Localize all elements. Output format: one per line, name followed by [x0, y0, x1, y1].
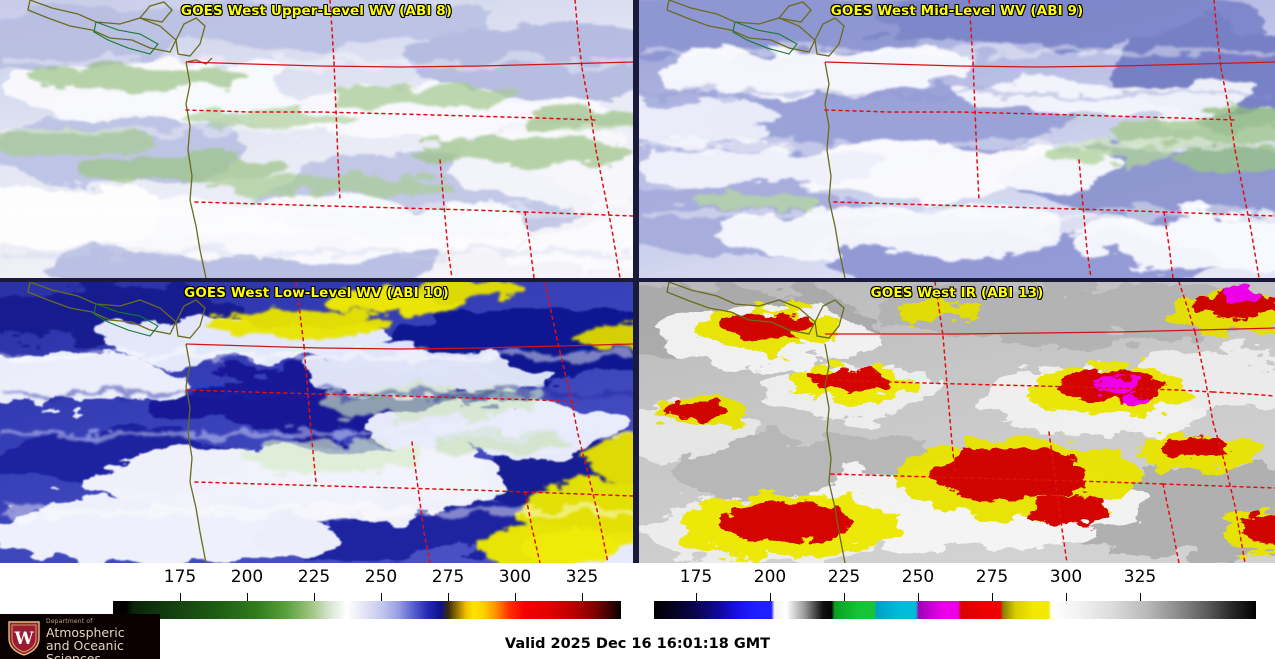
colorbar-zone: 175 200 225 250 275 300 325 175 200 225 …	[0, 563, 1275, 659]
uw-aos-logo[interactable]: W Department of Atmospheric and Oceanic …	[0, 614, 160, 659]
logo-text-block: Department of Atmospheric and Oceanic Sc…	[46, 618, 160, 659]
cb-ir-tick-325: 325	[1123, 567, 1157, 587]
cb-wv-tick-275: 275	[431, 567, 465, 587]
colorbar-wv-tick-labels: 175 200 225 250 275 300 325	[0, 567, 639, 593]
colorbar-wv-ticks	[0, 593, 639, 601]
cb-ir-tick-175: 175	[679, 567, 713, 587]
logo-line-department: Department of	[46, 618, 93, 625]
uw-crest-icon: W	[8, 621, 40, 656]
satellite-image-ir	[639, 282, 1275, 563]
cb-wv-tick-225: 225	[297, 567, 331, 587]
cb-wv-tick-250: 250	[364, 567, 398, 587]
colorbar-ir[interactable]: 175 200 225 250 275 300 325	[639, 563, 1275, 633]
cb-ir-tick-300: 300	[1049, 567, 1083, 587]
colorbar-ir-gradient	[654, 601, 1256, 619]
cb-wv-tick-175: 175	[163, 567, 197, 587]
cb-ir-tick-250: 250	[901, 567, 935, 587]
valid-time-caption: Valid 2025 Dec 16 16:01:18 GMT	[504, 636, 771, 652]
cb-wv-tick-325: 325	[565, 567, 599, 587]
panel-mid-level-wv[interactable]: GOES West Mid-Level WV (ABI 9)	[639, 0, 1275, 278]
colorbar-water-vapor[interactable]: 175 200 225 250 275 300 325	[0, 563, 639, 633]
colorbar-ir-ticks	[639, 593, 1275, 601]
satellite-image-upper-level-wv	[0, 0, 633, 278]
satellite-image-low-level-wv	[0, 282, 633, 563]
crest-letter: W	[13, 629, 34, 649]
cb-wv-tick-300: 300	[498, 567, 532, 587]
satellite-image-mid-level-wv	[639, 0, 1275, 278]
panel-grid: GOES West Upper-Level WV (ABI 8)	[0, 0, 1275, 563]
panel-ir[interactable]: GOES West IR (ABI 13)	[639, 282, 1275, 563]
logo-line-atmospheric: Atmospheric	[46, 625, 125, 640]
cb-wv-tick-200: 200	[230, 567, 264, 587]
colorbar-wv-gradient	[113, 601, 621, 619]
panel-low-level-wv[interactable]: GOES West Low-Level WV (ABI 10)	[0, 282, 633, 563]
colorbar-ir-tick-labels: 175 200 225 250 275 300 325	[639, 567, 1275, 593]
panel-upper-level-wv[interactable]: GOES West Upper-Level WV (ABI 8)	[0, 0, 633, 278]
cb-ir-tick-225: 225	[827, 567, 861, 587]
cb-ir-tick-275: 275	[975, 567, 1009, 587]
cb-ir-tick-200: 200	[753, 567, 787, 587]
logo-line-oceanic: and Oceanic Sciences	[46, 638, 124, 659]
